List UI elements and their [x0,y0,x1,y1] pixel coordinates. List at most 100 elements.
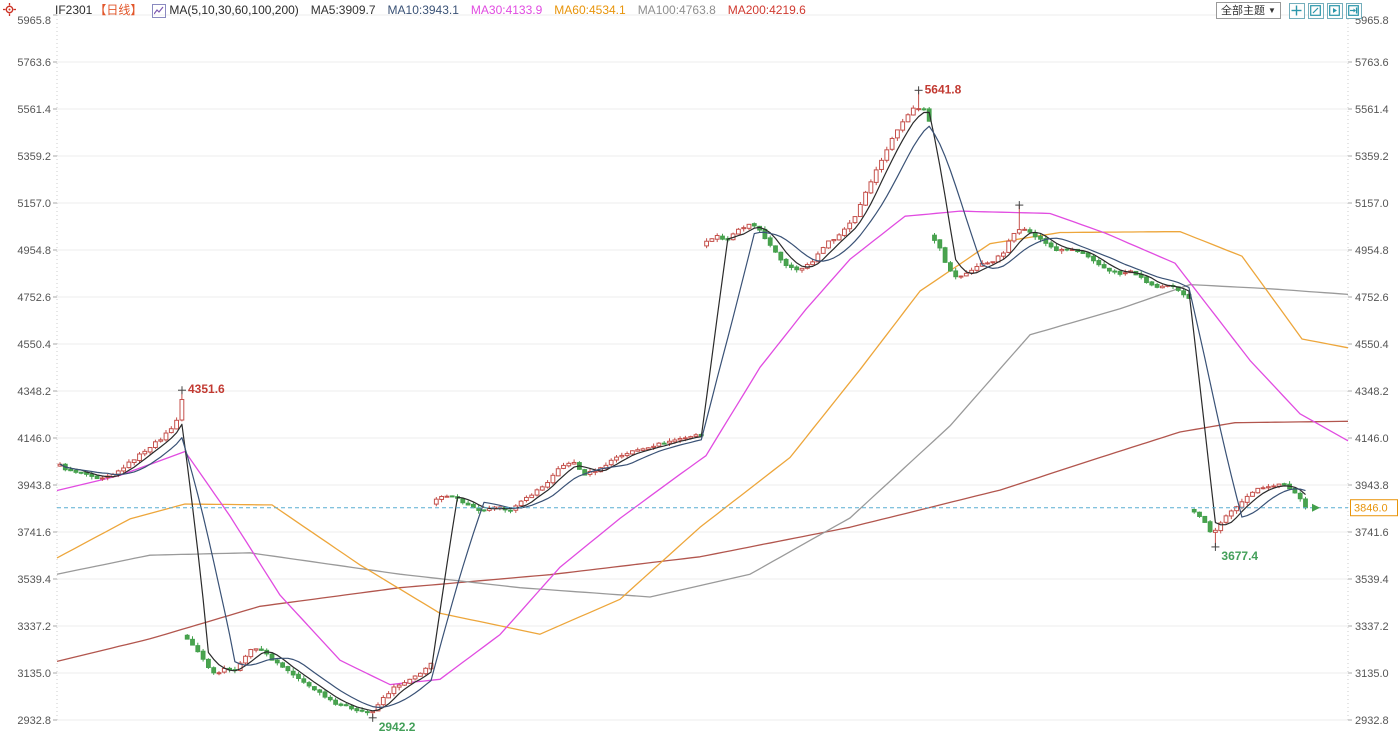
candle-body [1197,511,1202,517]
candle-body [873,169,879,183]
candle-body [667,440,672,444]
MA30-line [56,210,1349,686]
y-axis-label-left: 3741.6 [17,527,51,539]
candle-body [534,489,540,496]
y-axis-label-left: 5157.0 [17,198,51,210]
candle-body [423,667,429,675]
candle-body [1207,521,1213,533]
candle-body [449,495,455,498]
candle-body [571,461,577,465]
candle-body [778,251,784,261]
theme-dropdown[interactable]: 全部主题 ▼ [1216,2,1281,19]
y-axis-label-left: 4752.6 [17,292,51,304]
candle-body [1085,252,1091,258]
candle-body [1006,240,1012,253]
candle-body [137,453,142,462]
candle-body [211,667,217,674]
latest-price-arrow [1312,503,1320,512]
MA10-line [59,125,1306,708]
candle-body [1297,492,1303,500]
candle-body [333,699,339,705]
candle-body [916,108,922,111]
indicator-settings-icon[interactable] [152,3,167,18]
candle-body [476,507,482,511]
candle-body [285,666,291,672]
candle-body [524,496,529,502]
candle-body [683,437,688,440]
ma200-value: MA200:4219.6 [727,2,806,17]
candle-body [566,462,572,467]
candle-body [168,428,174,434]
MA5-line [59,111,1306,712]
fit-frame-button[interactable] [1307,2,1324,19]
fit-frame-icon [1310,5,1322,16]
crosshair-icon[interactable] [3,3,16,16]
candle-body [306,682,312,687]
candle-body [1032,232,1038,238]
candle-body [1271,485,1277,488]
candle-body [932,234,937,241]
ma10-value: MA10:3943.1 [387,2,459,17]
y-axis-label-left: 3135.0 [17,668,51,680]
MA100-line [56,283,1349,598]
candle-body [327,696,333,701]
candle-body [857,203,863,218]
candle-body [863,191,869,206]
candle-body [1202,515,1208,523]
candle-body [879,159,884,170]
candle-body [471,503,476,509]
candle-body [338,703,344,706]
candle-body [910,107,916,116]
snap-right-button[interactable] [1345,2,1362,19]
candle-body [948,262,953,272]
candle-body [624,453,630,457]
candle-body [958,275,964,278]
candle-body [142,450,148,455]
candle-body [741,227,747,230]
y-axis-label-left: 4146.0 [17,433,51,445]
candle-body [317,689,323,693]
candle-body [1016,229,1022,234]
candle-body [508,509,513,512]
play-frame-button[interactable] [1326,2,1343,19]
candle-body [147,447,153,453]
candle-body [836,234,842,241]
candle-body [921,108,927,111]
candle-body [1080,250,1086,254]
candle-body [656,442,662,447]
candle-body [990,261,996,264]
candle-body [68,468,73,472]
candle-body [1022,228,1028,231]
pan-cross-button[interactable] [1288,2,1305,19]
candle-body [985,262,990,265]
candle-body [529,494,535,499]
candle-body [391,686,397,695]
candle-body [386,693,392,699]
extreme-price-label: 2942.2 [379,720,416,734]
candle-body [78,471,84,474]
ma-settings-label: MA(5,10,30,60,100,200) [169,2,299,17]
y-axis-label-right: 5561.4 [1355,104,1389,116]
candle-body [349,705,354,710]
chart-toolbar: 全部主题 ▼ [1216,2,1362,19]
candle-body [126,461,132,469]
candle-body [1160,285,1165,289]
candle-body [704,240,710,247]
y-axis-label-left: 2932.8 [17,715,51,727]
candle-body [216,672,222,675]
candle-body [826,240,831,249]
candle-body [709,238,715,242]
candle-body [115,470,121,475]
candle-body [1059,248,1065,252]
ma60-value: MA60:4534.1 [554,2,626,17]
y-axis-label-right: 5359.2 [1355,151,1389,163]
candle-body [884,149,890,161]
candle-body [184,634,190,640]
candle-body [1239,501,1245,508]
y-axis-label-right: 4954.8 [1355,245,1389,257]
chevron-down-icon: ▼ [1268,5,1276,15]
candle-body [418,672,423,677]
candle-body [359,709,365,712]
y-axis-label-right: 3337.2 [1355,621,1389,633]
